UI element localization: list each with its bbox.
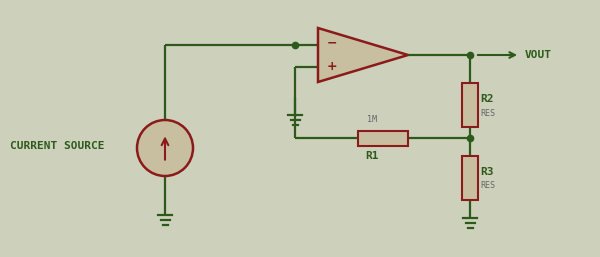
Text: VOUT: VOUT <box>525 50 552 60</box>
Text: R2: R2 <box>480 94 493 104</box>
Text: R3: R3 <box>480 167 493 177</box>
Bar <box>358 131 407 145</box>
Text: CURRENT SOURCE: CURRENT SOURCE <box>10 141 104 151</box>
Text: RES: RES <box>480 181 495 190</box>
Text: RES: RES <box>480 108 495 117</box>
Polygon shape <box>318 28 408 82</box>
Bar <box>462 83 478 127</box>
Circle shape <box>137 120 193 176</box>
Text: +: + <box>326 60 337 74</box>
Text: 1M: 1M <box>367 115 377 124</box>
Text: −: − <box>327 36 337 50</box>
Text: R1: R1 <box>366 151 379 161</box>
Bar <box>462 156 478 200</box>
